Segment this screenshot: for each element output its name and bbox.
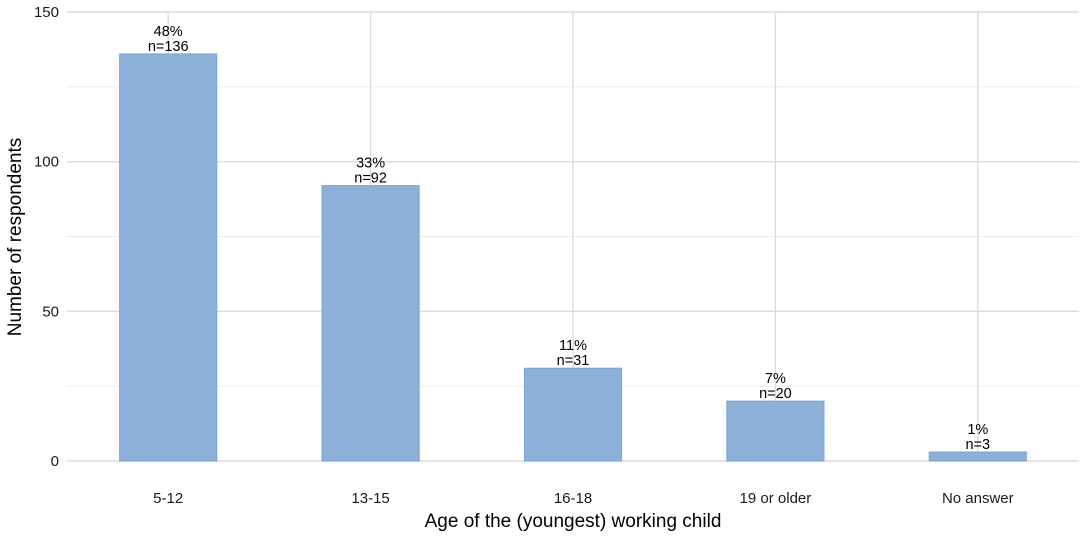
bar xyxy=(321,185,420,462)
percent-label: 11% xyxy=(559,338,587,354)
y-tick-label: 50 xyxy=(42,303,59,320)
x-tick-label: 19 or older xyxy=(740,490,812,507)
percent-label: 33% xyxy=(356,156,385,172)
x-axis-title: Age of the (youngest) working child xyxy=(425,511,722,532)
percent-label: 7% xyxy=(765,371,786,387)
y-axis-title: Number of respondents xyxy=(5,138,26,337)
y-tick-label: 0 xyxy=(51,453,59,470)
percent-label: 48% xyxy=(154,24,183,40)
y-tick-label: 100 xyxy=(34,154,59,171)
count-label: n=20 xyxy=(759,386,792,402)
bar xyxy=(523,367,623,462)
count-label: n=3 xyxy=(965,437,990,453)
y-tick-label: 150 xyxy=(34,4,59,21)
bar xyxy=(928,451,1027,462)
grid-layer xyxy=(67,11,1079,462)
percent-label: 1% xyxy=(967,422,988,438)
count-label: n=31 xyxy=(557,353,590,369)
x-tick-label: 13-15 xyxy=(351,490,389,507)
data-labels-layer: 48%n=136 33%n=92 11%n=31 7%n=20 1%n=3 xyxy=(148,24,990,453)
count-label: n=136 xyxy=(148,39,189,55)
x-tick-label: No answer xyxy=(942,490,1014,507)
bars-layer xyxy=(119,53,1027,462)
bar xyxy=(119,53,218,462)
count-label: n=92 xyxy=(354,171,387,187)
x-tick-label: 16-18 xyxy=(554,490,592,507)
bar xyxy=(726,400,825,462)
tick-labels-layer: 0 50 100 150 5-12 13-15 16-18 19 or older No ans… xyxy=(34,4,1014,507)
x-tick-label: 5-12 xyxy=(153,490,183,507)
